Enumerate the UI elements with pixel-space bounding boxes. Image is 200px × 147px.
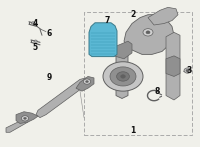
- Circle shape: [24, 117, 26, 119]
- Text: 8: 8: [154, 87, 160, 96]
- Circle shape: [110, 67, 136, 86]
- Polygon shape: [89, 23, 117, 57]
- Circle shape: [83, 79, 91, 84]
- Polygon shape: [124, 15, 174, 54]
- Polygon shape: [148, 7, 178, 25]
- Text: 6: 6: [46, 29, 52, 38]
- Polygon shape: [114, 41, 132, 59]
- Circle shape: [103, 62, 143, 91]
- Polygon shape: [116, 49, 128, 98]
- Polygon shape: [166, 56, 180, 76]
- Circle shape: [86, 81, 88, 83]
- Text: 7: 7: [104, 16, 110, 25]
- Polygon shape: [6, 119, 28, 132]
- Polygon shape: [36, 78, 86, 118]
- Text: 2: 2: [130, 10, 136, 19]
- Circle shape: [117, 72, 129, 81]
- Circle shape: [143, 29, 153, 36]
- Bar: [84, 12, 192, 135]
- Circle shape: [21, 116, 29, 121]
- Text: 1: 1: [130, 126, 136, 135]
- Circle shape: [186, 69, 189, 72]
- Circle shape: [121, 75, 125, 78]
- Circle shape: [31, 22, 35, 24]
- Polygon shape: [16, 112, 38, 123]
- Text: 5: 5: [32, 42, 38, 52]
- Circle shape: [34, 40, 37, 42]
- Circle shape: [184, 68, 191, 73]
- Polygon shape: [166, 32, 180, 100]
- Polygon shape: [76, 76, 94, 91]
- Text: 3: 3: [186, 66, 192, 75]
- Text: 9: 9: [46, 73, 52, 82]
- Text: 4: 4: [32, 19, 38, 28]
- Circle shape: [146, 31, 150, 34]
